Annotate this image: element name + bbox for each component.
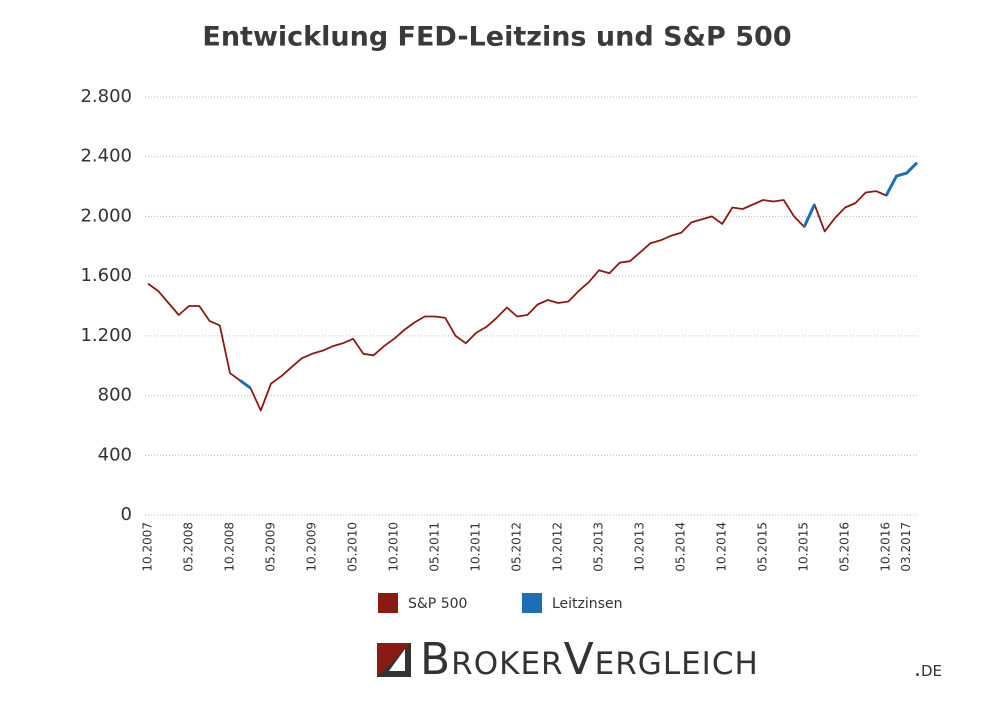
- y-tick-label: 400: [98, 444, 132, 465]
- x-tick-label: 10.2015: [797, 522, 811, 572]
- x-tick-label: 10.2011: [469, 522, 483, 572]
- legend-swatch: [378, 593, 398, 613]
- legend-label: Leitzinsen: [552, 596, 622, 612]
- x-tick-label: 05.2015: [756, 522, 770, 572]
- y-tick-label: 800: [98, 385, 132, 406]
- x-tick-label: 10.2008: [223, 522, 237, 572]
- x-tick-label: 05.2009: [264, 522, 278, 572]
- x-tick-label: 10.2013: [633, 522, 647, 572]
- x-tick-label: 03.2017: [899, 522, 913, 572]
- y-tick-label: 1.200: [80, 325, 132, 346]
- x-tick-label: 05.2012: [510, 522, 524, 572]
- y-tick-label: 2.000: [80, 205, 132, 226]
- y-tick-label: 1.600: [80, 265, 132, 286]
- chart-title: Entwicklung FED-Leitzins und S&P 500: [202, 22, 791, 53]
- x-tick-label: 05.2016: [838, 522, 852, 572]
- series-line: [239, 161, 919, 390]
- logo-domain: .de: [914, 657, 942, 682]
- x-tick-label: 10.2012: [551, 522, 565, 572]
- y-tick-label: 2.400: [80, 146, 132, 167]
- logo-icon-part: [389, 649, 405, 671]
- y-tick-label: 2.800: [80, 86, 132, 107]
- x-tick-label: 05.2011: [428, 522, 442, 572]
- x-tick-label: 05.2010: [346, 522, 360, 572]
- x-tick-label: 10.2016: [879, 522, 893, 572]
- x-tick-label: 10.2010: [387, 522, 401, 572]
- logo-icon-part: [377, 643, 411, 677]
- x-tick-label: 10.2007: [141, 522, 155, 572]
- legend-label: S&P 500: [408, 596, 467, 612]
- y-tick-label: 0: [121, 504, 132, 525]
- logo-brand: BrokerVergleich: [420, 634, 759, 685]
- x-tick-label: 05.2014: [674, 522, 688, 572]
- x-tick-label: 10.2014: [715, 522, 729, 572]
- x-tick-label: 10.2009: [305, 522, 319, 572]
- logo: BrokerVergleich .de: [377, 634, 942, 685]
- x-tick-label: 05.2013: [592, 522, 606, 572]
- x-tick-label: 05.2008: [182, 522, 196, 572]
- legend-swatch: [522, 593, 542, 613]
- series-line: [147, 162, 918, 412]
